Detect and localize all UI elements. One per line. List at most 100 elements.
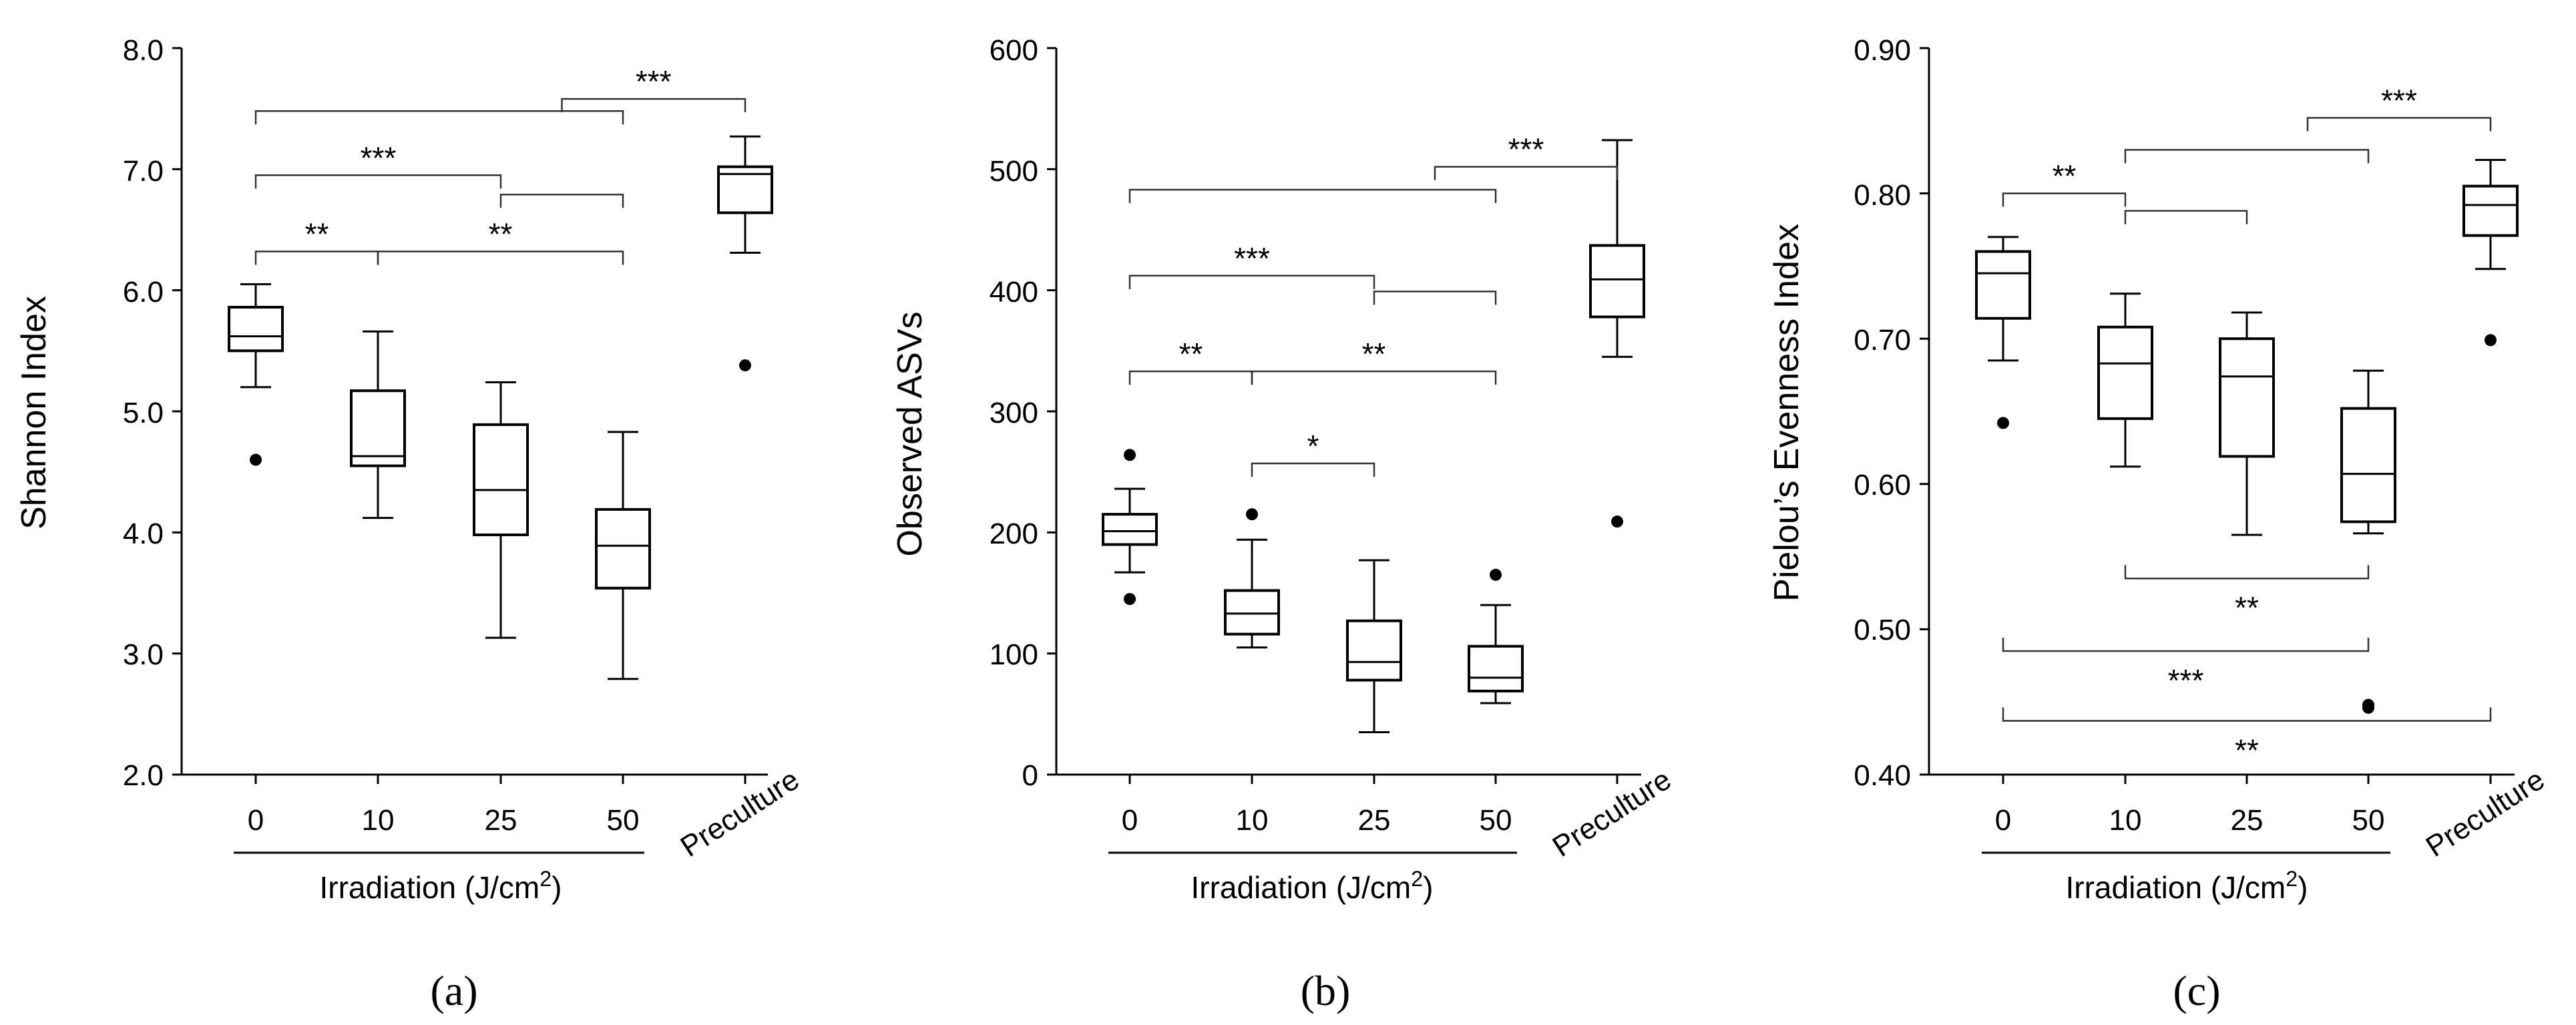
box-iqr <box>1975 250 2031 320</box>
significance-bracket: *** <box>2306 83 2492 132</box>
panel-c: Pielou’s Evenness Index 0.90 0.80 0.70 0… <box>1767 34 2551 1014</box>
box-25 <box>1346 559 1402 734</box>
box-iqr <box>350 389 406 467</box>
box-50 <box>1468 568 1524 704</box>
category-label-preculture: Preculture <box>2420 763 2551 863</box>
box-50 <box>2340 369 2396 714</box>
y-tick-label: 500 <box>990 155 1038 188</box>
category-label-0: 0 <box>248 804 264 837</box>
significance-bracket: * <box>1251 429 1375 477</box>
panel-a: Shannon Index 8.0 7.0 6.0 5.0 4.0 3.0 2.… <box>15 34 805 1014</box>
bracket-line <box>2002 638 2370 652</box>
significance-bracket: *** <box>1128 241 1375 289</box>
significance-label: *** <box>361 140 397 175</box>
significance-label: ** <box>1179 337 1203 371</box>
category-label-10: 10 <box>2109 804 2142 837</box>
significance-label: *** <box>1508 132 1544 167</box>
bracket-line <box>2124 565 2370 580</box>
box-iqr <box>473 423 529 536</box>
category-label-0: 0 <box>1995 804 2011 837</box>
y-tick-label: 0 <box>1022 759 1038 792</box>
significance-bracket: ** <box>2124 565 2370 625</box>
y-tick-labels: 0.90 0.80 0.70 0.60 0.50 0.40 <box>1854 34 1911 792</box>
outlier-point <box>1611 516 1623 528</box>
significance-bracket: ** <box>1128 337 1253 385</box>
significance-bracket: *** <box>254 140 502 189</box>
bracket-line <box>2306 117 2492 132</box>
significance-label: *** <box>2381 83 2417 118</box>
category-label-50: 50 <box>607 804 640 837</box>
category-label-10: 10 <box>1236 804 1269 837</box>
x-axis-label: Irradiation (J/cm2) <box>320 867 562 905</box>
significance-label: * <box>1307 429 1319 463</box>
significance-bracket <box>2124 210 2248 224</box>
bracket-line <box>254 110 624 125</box>
box-10 <box>2097 292 2153 468</box>
panel-caption: (c) <box>2173 967 2220 1014</box>
bracket-line <box>2124 210 2248 224</box>
bracket-line <box>254 174 502 189</box>
y-axis-label: Observed ASVs <box>891 311 929 556</box>
bracket-line <box>1128 274 1375 289</box>
box-0 <box>1102 449 1158 606</box>
significance-bracket <box>2124 149 2370 164</box>
box-preculture <box>1589 139 1645 528</box>
box-50 <box>595 431 651 680</box>
box-iqr <box>1468 644 1524 692</box>
bracket-line <box>1434 166 1619 180</box>
outlier-point <box>1246 508 1258 521</box>
outlier-point <box>2362 698 2374 711</box>
significance-bracket: ** <box>377 217 624 265</box>
bracket-line <box>2002 192 2127 207</box>
category-label-25: 25 <box>485 804 517 837</box>
outlier-point <box>2485 334 2497 347</box>
significance-bracket: ** <box>254 217 379 265</box>
outlier-point <box>250 453 262 466</box>
bracket-line <box>2002 707 2492 722</box>
bracket-line <box>2124 149 2370 164</box>
bracket-line <box>254 250 379 265</box>
y-tick-label: 200 <box>990 518 1038 550</box>
significance-bracket: *** <box>1434 132 1619 180</box>
box-iqr <box>2340 407 2396 524</box>
category-label-25: 25 <box>1358 804 1391 837</box>
box-0 <box>1975 236 2031 429</box>
box-iqr <box>1224 589 1280 636</box>
y-tick-label: 2.0 <box>123 759 164 792</box>
bracket-line <box>561 97 746 113</box>
outlier-point <box>739 359 751 372</box>
significance-bracket: ** <box>2002 707 2492 767</box>
outlier-point <box>1997 417 2009 429</box>
y-tick-label: 600 <box>990 34 1038 67</box>
significance-bracket <box>254 110 624 125</box>
box-iqr <box>2462 184 2519 237</box>
box-iqr <box>595 507 651 590</box>
category-label-preculture: Preculture <box>1547 763 1677 863</box>
panel-caption: (b) <box>1301 967 1351 1014</box>
box-iqr <box>2219 337 2275 458</box>
category-label-0: 0 <box>1122 804 1138 837</box>
y-tick-label: 4.0 <box>123 518 164 550</box>
box-preculture <box>2462 159 2519 347</box>
y-tick-label: 0.90 <box>1854 34 1911 67</box>
y-tick-label: 300 <box>990 397 1038 429</box>
significance-label: *** <box>1234 241 1270 276</box>
box-10 <box>1224 508 1280 649</box>
box-10 <box>350 330 406 520</box>
significance-bracket <box>499 194 624 208</box>
y-axis-label: Pielou’s Evenness Index <box>1767 224 1806 602</box>
y-tick-label: 0.80 <box>1854 179 1911 212</box>
bracket-line <box>1128 370 1253 385</box>
significance-label: *** <box>636 64 672 99</box>
box-25 <box>473 381 529 639</box>
box-25 <box>2219 311 2275 536</box>
bracket-line <box>499 194 624 208</box>
category-label-25: 25 <box>2231 804 2264 837</box>
bracket-line <box>1373 290 1497 305</box>
significance-bracket: *** <box>2002 638 2370 698</box>
outlier-point <box>1490 568 1502 581</box>
panel-b: Observed ASVs 600 500 400 300 200 100 0 … <box>891 34 1677 1014</box>
y-tick-label: 6.0 <box>123 276 164 309</box>
y-axis-label: Shannon Index <box>15 296 53 530</box>
